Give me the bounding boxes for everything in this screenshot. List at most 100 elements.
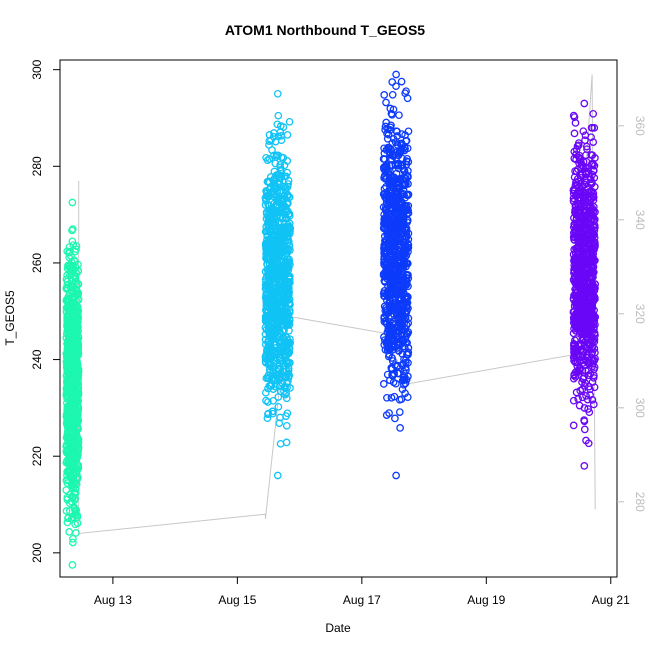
data-point — [584, 278, 593, 287]
data-point — [63, 353, 72, 361]
data-point — [572, 302, 581, 310]
data-point — [398, 154, 406, 163]
data-point — [589, 373, 598, 382]
data-point — [269, 385, 278, 393]
y-axis-title: T_GEOS5 — [3, 290, 17, 346]
data-point — [400, 380, 408, 389]
data-point — [576, 249, 584, 258]
data-point — [401, 389, 409, 398]
data-point — [265, 219, 274, 227]
x-axis-title: Date — [325, 621, 351, 635]
data-point — [274, 287, 283, 296]
data-layer — [62, 70, 600, 569]
data-point — [284, 369, 293, 378]
data-point — [380, 91, 389, 99]
data-point — [68, 323, 77, 332]
data-point — [397, 309, 405, 317]
data-point — [281, 259, 290, 268]
data-point — [285, 117, 294, 126]
data-point — [63, 340, 72, 349]
data-point — [275, 366, 284, 374]
data-point — [569, 421, 578, 430]
data-point — [399, 219, 408, 227]
data-point — [403, 329, 412, 338]
data-point — [65, 248, 73, 257]
y-tick-label: 240 — [30, 349, 44, 369]
data-point — [582, 436, 590, 445]
data-point — [570, 154, 579, 163]
data-point — [63, 271, 71, 280]
data-point — [281, 311, 290, 320]
data-point — [382, 118, 391, 127]
data-point — [283, 168, 292, 177]
data-point — [582, 169, 591, 177]
data-point — [282, 421, 291, 430]
data-point — [284, 293, 292, 301]
data-point — [261, 201, 270, 209]
data-point — [580, 99, 589, 108]
series-1 — [62, 198, 83, 569]
data-point — [589, 203, 598, 211]
data-point — [392, 304, 401, 312]
data-point — [569, 374, 578, 383]
data-point — [392, 169, 401, 178]
data-point — [394, 203, 402, 212]
data-point — [394, 274, 403, 282]
data-point — [269, 132, 278, 141]
data-point — [573, 351, 581, 360]
data-point — [400, 166, 408, 175]
data-point — [385, 323, 393, 332]
data-point — [63, 394, 71, 403]
data-point — [280, 231, 289, 239]
data-point — [270, 303, 279, 312]
data-point — [72, 245, 80, 254]
data-point — [395, 207, 403, 215]
data-point — [72, 529, 80, 537]
data-point — [589, 109, 598, 118]
data-point — [590, 286, 598, 294]
data-point — [580, 462, 589, 470]
data-point — [275, 354, 284, 362]
data-point — [67, 354, 76, 363]
data-point — [388, 90, 397, 99]
data-point — [384, 287, 393, 295]
data-point — [396, 287, 405, 296]
data-point — [65, 253, 74, 262]
y-right-tick-label: 300 — [633, 398, 647, 418]
data-point — [383, 393, 391, 402]
data-point — [269, 214, 278, 223]
data-point — [591, 348, 599, 357]
data-point — [71, 316, 79, 325]
data-point — [382, 191, 391, 200]
data-point — [572, 202, 580, 211]
data-point — [71, 494, 79, 503]
y-tick-label: 220 — [30, 446, 44, 466]
data-point — [402, 137, 410, 145]
data-point — [382, 182, 390, 191]
data-point — [286, 384, 294, 392]
data-point — [582, 392, 590, 400]
x-tick-label: Aug 19 — [467, 593, 505, 607]
data-point — [66, 315, 75, 324]
data-point — [68, 225, 77, 233]
data-point — [387, 271, 395, 280]
data-point — [576, 290, 585, 299]
data-point — [396, 219, 404, 227]
data-point — [586, 320, 595, 328]
data-point — [262, 307, 271, 315]
data-point — [266, 234, 275, 243]
data-point — [380, 155, 389, 164]
data-point — [577, 278, 586, 286]
data-point — [393, 362, 402, 371]
data-point — [587, 194, 595, 203]
data-point — [67, 377, 76, 385]
data-point — [268, 407, 277, 416]
data-point — [279, 269, 288, 278]
data-point — [63, 456, 71, 465]
data-point — [66, 458, 75, 466]
data-point — [276, 161, 285, 169]
data-point — [572, 145, 581, 154]
data-point — [69, 534, 77, 543]
data-point — [272, 314, 281, 323]
data-point — [391, 160, 400, 168]
